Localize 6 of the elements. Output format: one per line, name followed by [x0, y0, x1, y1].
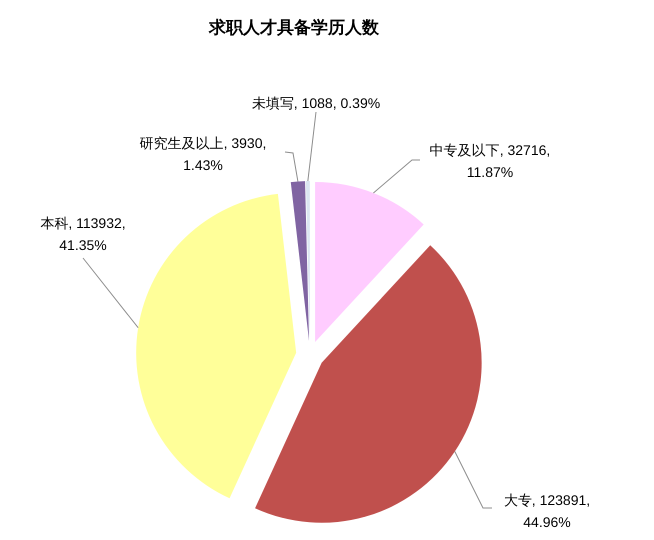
- slice-label: 中专及以下, 32716, 11.87%: [430, 142, 550, 180]
- slice-label: 未填写, 1088, 0.39%: [252, 95, 380, 111]
- chart-title: 求职人才具备学历人数: [208, 18, 380, 37]
- slice-label: 本科, 113932, 41.35%: [40, 215, 126, 253]
- slice-label: 大专, 123891, 44.96%: [504, 492, 590, 530]
- slice-label: 研究生及以上, 3930, 1.43%: [140, 135, 266, 173]
